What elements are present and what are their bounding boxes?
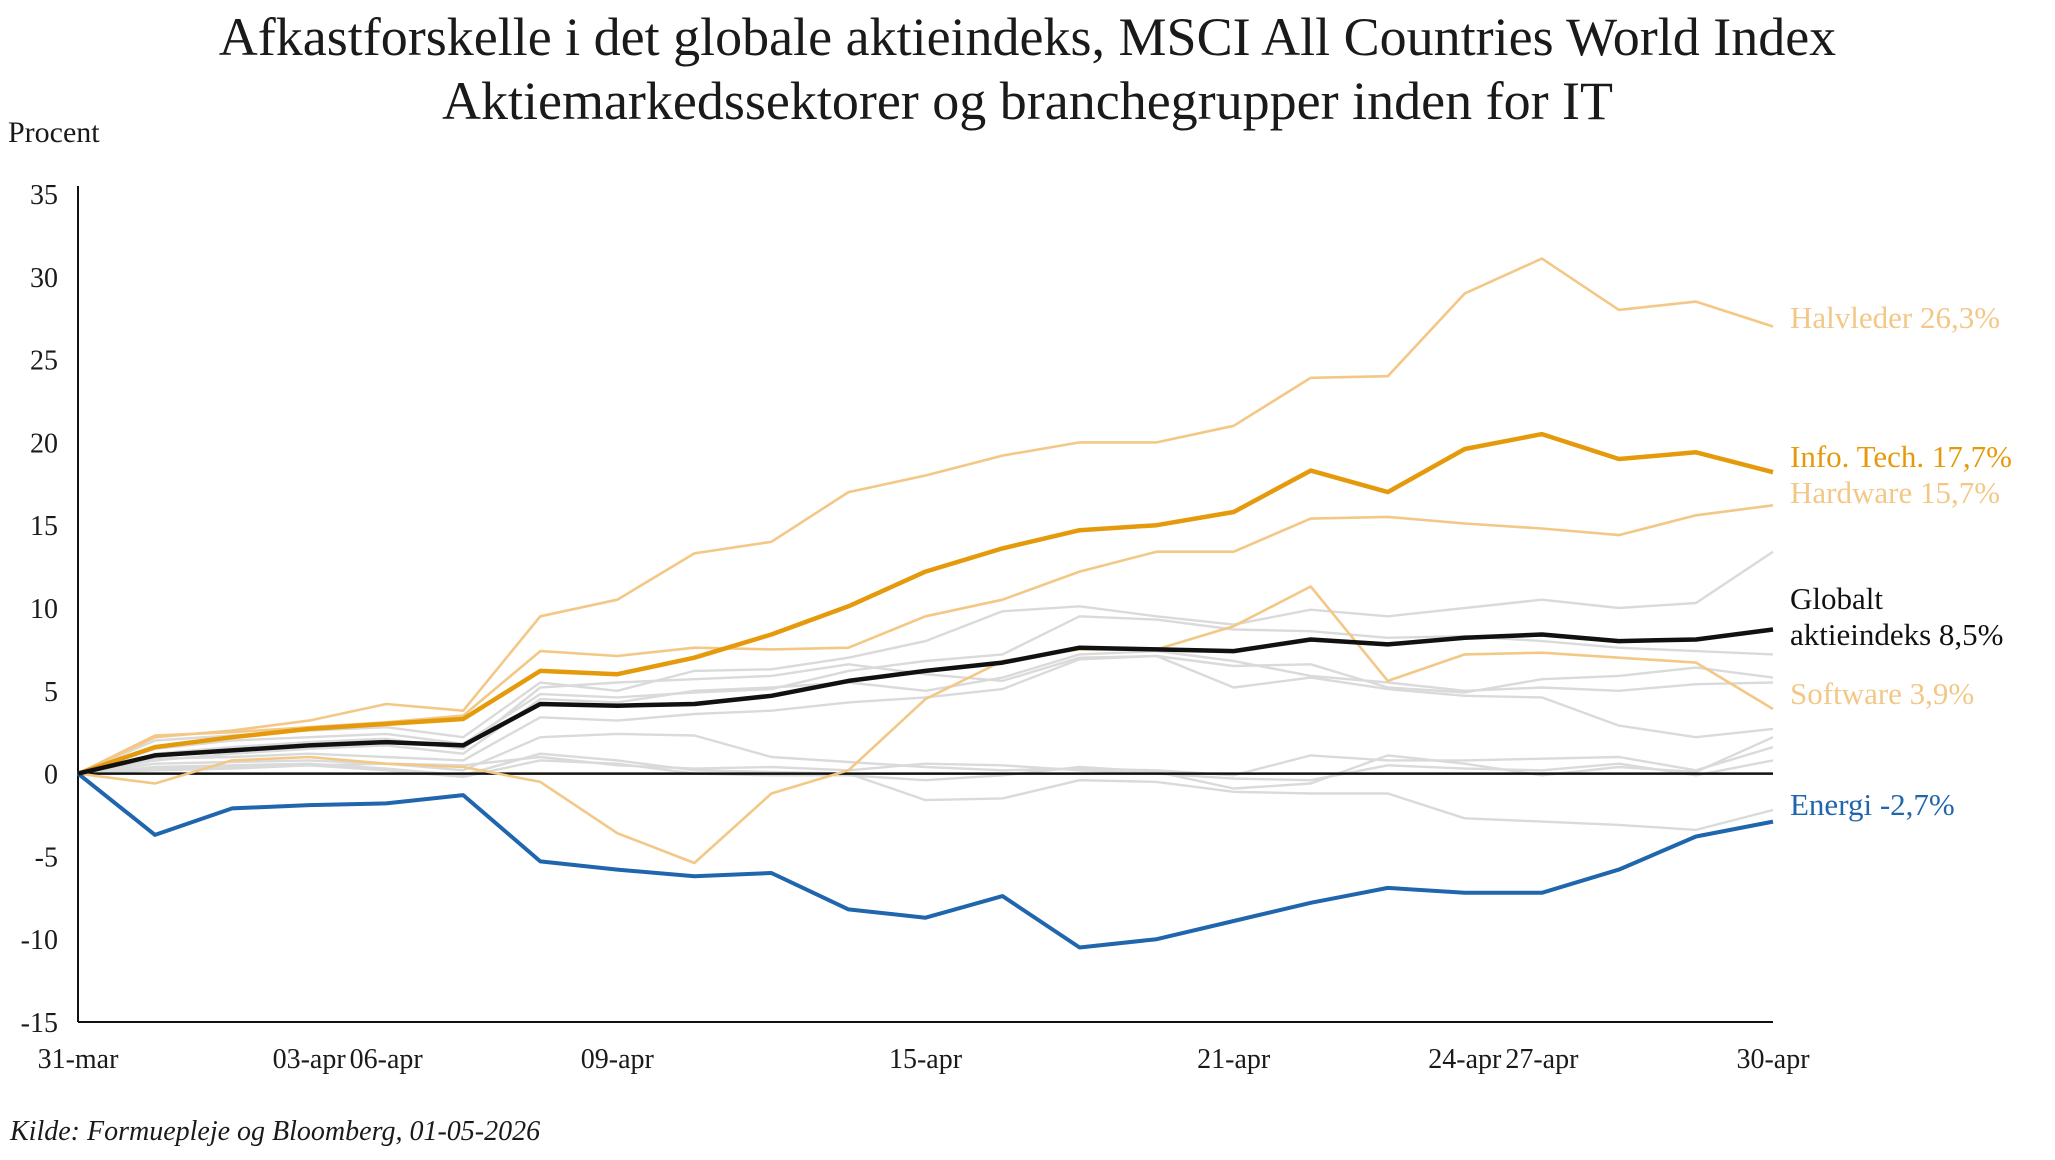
series-line-semis [77,257,1774,775]
y-tick-label: -10 [21,925,58,956]
series-end-label-semis: Halvleder 26,3% [1790,300,2000,335]
other-sector-line-8 [77,736,1774,790]
highlighted-series-lines [76,257,1774,950]
series-end-label-infotech: Info. Tech. 17,7% [1790,439,2012,474]
x-tick-label: 03-apr [273,1044,347,1075]
y-tick-label: -5 [35,842,58,873]
y-tick-label: 0 [44,760,58,791]
source-note: Kilde: Formuepleje og Bloomberg, 01-05-2… [10,1116,541,1147]
series-end-label-global: aktieindeks 8,5% [1790,617,2004,652]
chart-subtitle: Aktiemarkedssektorer og branchegrupper i… [441,71,1614,131]
axes: 35 30 25 20 15 10 5 0 -5 -10 -15 31-mar 03-apr 06-apr… [21,180,1811,1075]
x-tick-label: 09-apr [581,1044,655,1075]
other-sector-lines [77,550,1774,832]
series-end-label-energy: Energi -2,7% [1790,787,1955,822]
other-sector-line-9 [77,755,1774,782]
y-tick-label: 25 [30,346,58,377]
y-tick-label: 15 [30,511,58,542]
x-tick-label: 31-mar [38,1044,120,1075]
other-sector-line-1 [77,550,1774,775]
x-tick-label: 21-apr [1197,1044,1271,1075]
other-sector-line-4 [77,649,1774,775]
series-line-software [77,585,1774,865]
y-tick-label: 20 [30,428,58,459]
y-tick-label: 30 [30,263,58,294]
y-axis-unit-label: Procent [8,116,100,149]
x-tick-label: 24-apr [1428,1044,1502,1075]
other-sector-line-5 [77,654,1774,775]
series-line-global [77,627,1774,776]
series-line-infotech [77,431,1774,776]
chart-title: Afkastforskelle i det globale aktieindek… [218,7,1837,67]
other-sector-line-7 [77,752,1774,832]
y-tick-label: 5 [44,677,58,708]
x-tick-label: 30-apr [1736,1044,1810,1075]
other-sector-line-3 [77,654,1774,775]
y-tick-label: -15 [21,1008,58,1039]
series-end-label-hardware: Hardware 15,7% [1790,475,2000,510]
x-tick-label: 06-apr [350,1044,424,1075]
x-tick-label: 15-apr [889,1044,963,1075]
series-end-label-software: Software 3,9% [1790,676,1974,711]
y-tick-label: 10 [30,594,58,625]
x-tick-label: 27-apr [1505,1044,1579,1075]
y-tick-label: 35 [30,180,58,211]
series-line-energy [76,772,1774,950]
series-end-labels: Halvleder 26,3% Info. Tech. 17,7%Hardware… [1790,300,2012,822]
series-end-label-global: Globalt [1790,581,1883,616]
